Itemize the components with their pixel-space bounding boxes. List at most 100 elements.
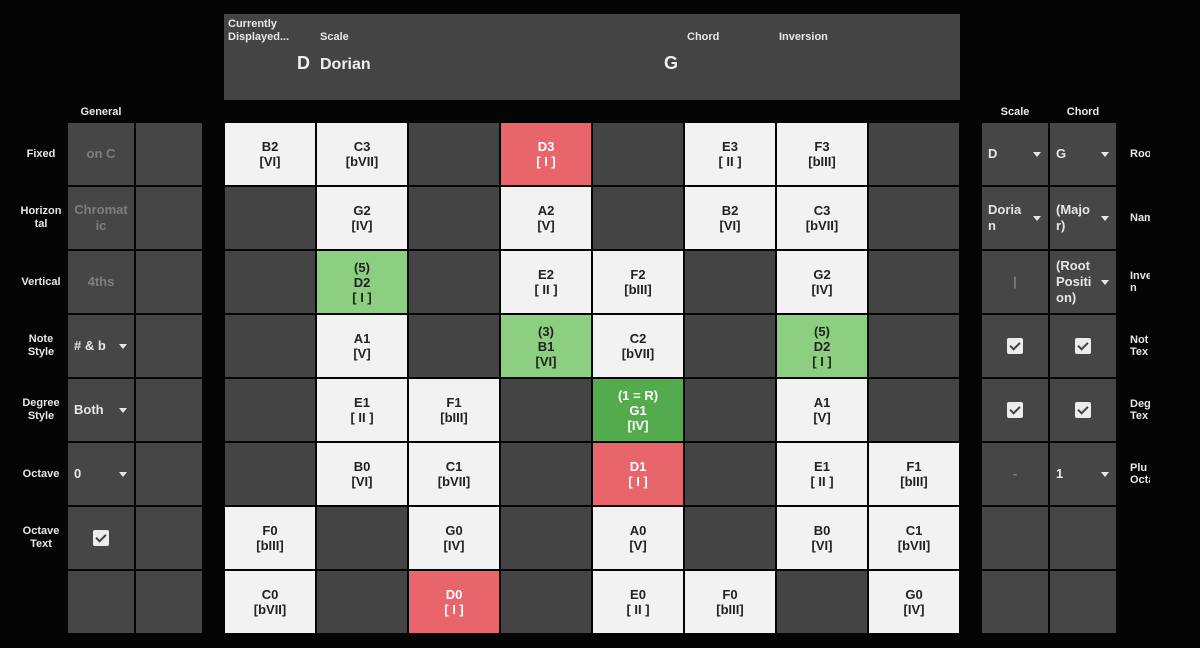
note-cell[interactable]: A1 [V] (317, 315, 407, 377)
note-cell[interactable]: (1 = R) G1 [IV] (593, 379, 683, 441)
note-degree: [V] (353, 346, 371, 361)
empty-note-cell[interactable] (409, 315, 499, 377)
note-name: D2 (353, 274, 371, 290)
chord-setting-control[interactable]: 1 (1050, 443, 1116, 505)
checkbox-checked-icon[interactable] (1007, 338, 1023, 354)
scale-setting-control (982, 379, 1048, 441)
general-setting-control[interactable]: 0 (68, 443, 134, 505)
chord-setting-control[interactable]: (Majo r) (1050, 187, 1116, 249)
note-cell[interactable]: F0 [bIII] (225, 507, 315, 569)
chord-setting-control-value: 1 (1056, 466, 1064, 481)
note-cell[interactable]: F3 [bIII] (777, 123, 867, 185)
empty-note-cell[interactable] (869, 379, 959, 441)
note-degree: [ II ] (350, 410, 374, 425)
general-setting-control[interactable]: # & b (68, 315, 134, 377)
note-cell[interactable]: E1[ II ] (317, 379, 407, 441)
note-cell[interactable]: (5) D2[ I ] (777, 315, 867, 377)
empty-note-cell[interactable] (685, 251, 775, 313)
note-name: G2 (813, 267, 831, 282)
empty-note-cell[interactable] (685, 507, 775, 569)
chord-setting-control[interactable]: G (1050, 123, 1116, 185)
note-cell[interactable]: C2 [bVII] (593, 315, 683, 377)
note-cell[interactable]: C0 [bVII] (225, 571, 315, 633)
checkbox-checked-icon[interactable] (1075, 402, 1091, 418)
note-cell[interactable]: A0 [V] (593, 507, 683, 569)
scale-setting-control: | (982, 251, 1048, 313)
empty-note-cell[interactable] (317, 571, 407, 633)
empty-note-cell[interactable] (869, 251, 959, 313)
note-cell[interactable]: A1 [V] (777, 379, 867, 441)
empty-note-cell[interactable] (685, 315, 775, 377)
note-degree: [ II ] (718, 154, 742, 169)
empty-note-cell[interactable] (225, 379, 315, 441)
note-cell[interactable]: G0 [IV] (409, 507, 499, 569)
chord-setting-control-value: (Majo r) (1056, 202, 1090, 233)
empty-note-cell[interactable] (593, 187, 683, 249)
empty-note-cell[interactable] (501, 443, 591, 505)
note-cell[interactable]: F1 [bIII] (869, 443, 959, 505)
note-cell[interactable]: D3[ I ] (501, 123, 591, 185)
general-section-title: General (80, 106, 122, 118)
note-cell[interactable]: E2[ II ] (501, 251, 591, 313)
note-cell[interactable]: G2 [IV] (317, 187, 407, 249)
empty-note-cell[interactable] (685, 379, 775, 441)
empty-note-cell[interactable] (409, 123, 499, 185)
empty-note-cell[interactable] (409, 251, 499, 313)
note-cell[interactable]: F0 [bIII] (685, 571, 775, 633)
checkbox-checked-icon[interactable] (93, 530, 109, 546)
empty-note-cell[interactable] (225, 443, 315, 505)
right-row-label: Plu Octa (1130, 462, 1150, 486)
note-cell[interactable]: A2 [V] (501, 187, 591, 249)
empty-note-cell[interactable] (593, 123, 683, 185)
note-degree: [V] (537, 218, 555, 233)
chord-setting-control[interactable]: (Root Positi on) (1050, 251, 1116, 313)
note-cell[interactable]: D1[ I ] (593, 443, 683, 505)
note-cell[interactable]: F2 [bIII] (593, 251, 683, 313)
empty-note-cell[interactable] (317, 507, 407, 569)
scale-setting-control[interactable]: D (982, 123, 1048, 185)
empty-note-cell[interactable] (869, 123, 959, 185)
empty-note-cell[interactable] (685, 443, 775, 505)
note-name: E1 (354, 395, 370, 410)
dropdown-caret-icon (119, 344, 127, 349)
empty-note-cell[interactable] (777, 571, 867, 633)
empty-note-cell[interactable] (869, 187, 959, 249)
note-degree: [V] (813, 410, 831, 425)
checkbox-checked-icon[interactable] (1075, 338, 1091, 354)
note-name: C3 (813, 203, 831, 218)
note-cell[interactable]: C3 [bVII] (777, 187, 867, 249)
empty-note-cell[interactable] (225, 251, 315, 313)
note-cell[interactable]: C1 [bVII] (869, 507, 959, 569)
general-setting-control[interactable]: Both (68, 379, 134, 441)
note-cell[interactable]: F1 [bIII] (409, 379, 499, 441)
note-cell[interactable]: (5) D2[ I ] (317, 251, 407, 313)
note-cell[interactable]: E3[ II ] (685, 123, 775, 185)
general-row-label: Fixed (26, 147, 56, 160)
chord-setting-control (1050, 379, 1116, 441)
note-cell[interactable]: C3 [bVII] (317, 123, 407, 185)
note-cell[interactable]: E0[ II ] (593, 571, 683, 633)
empty-note-cell[interactable] (501, 507, 591, 569)
note-cell[interactable]: B0 [VI] (777, 507, 867, 569)
empty-note-cell[interactable] (409, 187, 499, 249)
note-cell[interactable]: B2 [VI] (685, 187, 775, 249)
note-name: C0 (261, 587, 279, 602)
empty-note-cell[interactable] (225, 187, 315, 249)
note-degree: [V] (629, 538, 647, 553)
scale-setting-control[interactable]: Doria n (982, 187, 1048, 249)
note-name: F2 (630, 267, 646, 282)
note-cell[interactable]: D0[ I ] (409, 571, 499, 633)
note-cell[interactable]: (3) B1 [VI] (501, 315, 591, 377)
note-cell[interactable]: G2 [IV] (777, 251, 867, 313)
note-cell[interactable]: G0 [IV] (869, 571, 959, 633)
note-cell[interactable]: E1[ II ] (777, 443, 867, 505)
note-cell[interactable]: B0 [VI] (317, 443, 407, 505)
note-cell[interactable]: B2 [VI] (225, 123, 315, 185)
note-cell[interactable]: C1 [bVII] (409, 443, 499, 505)
empty-note-cell[interactable] (501, 379, 591, 441)
empty-note-cell[interactable] (869, 315, 959, 377)
checkbox-checked-icon[interactable] (1007, 402, 1023, 418)
empty-note-cell[interactable] (501, 571, 591, 633)
scale-setting-control-value: Doria n (988, 202, 1022, 233)
empty-note-cell[interactable] (225, 315, 315, 377)
